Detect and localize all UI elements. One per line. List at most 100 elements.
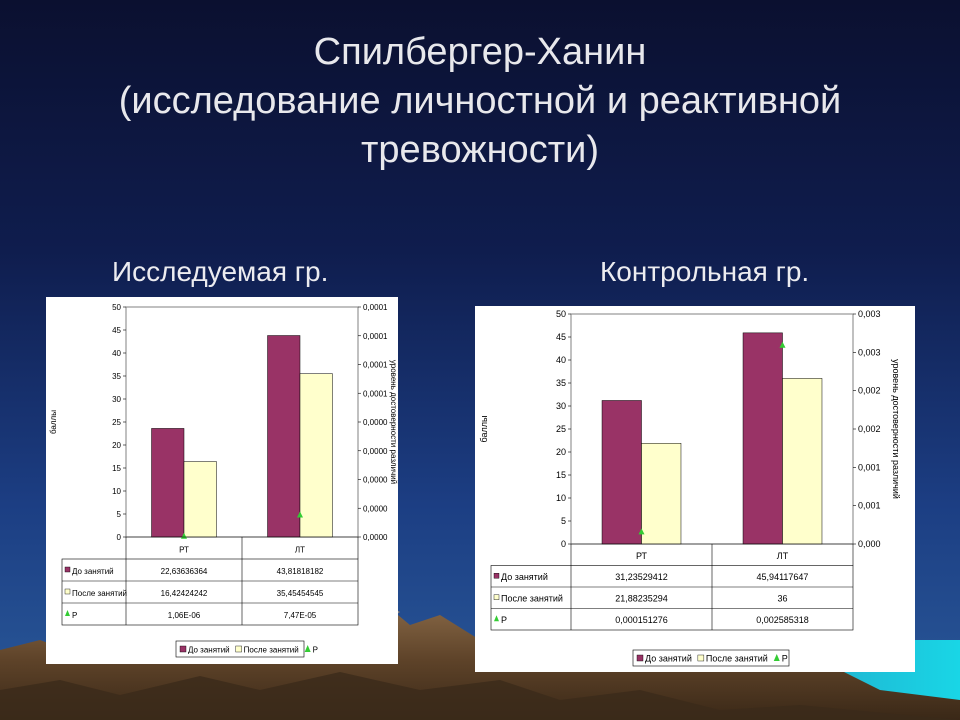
y-tick-label: 10: [112, 487, 121, 496]
table-cell: 1,06E-06: [168, 611, 201, 620]
p-marker: [297, 511, 303, 518]
y-tick-label: 50: [556, 309, 566, 319]
y-tick-label: 45: [112, 326, 121, 335]
y-tick-label: 25: [556, 424, 566, 434]
y-tick-label: 30: [112, 395, 121, 404]
table-row-label: После занятий: [72, 589, 127, 598]
table-cell: 0,000151276: [615, 615, 668, 625]
y2-tick-label: 0,0001: [363, 361, 388, 370]
y2-tick-label: 0,000: [858, 539, 881, 549]
table-row-label: До занятий: [72, 567, 114, 576]
y2-axis-label: уровень достоверности различий: [891, 359, 901, 499]
y2-tick-label: 0,002: [858, 424, 881, 434]
table-cell: 35,45454545: [277, 589, 324, 598]
legend-key: [493, 594, 500, 600]
subtitle-control-group: Контрольная гр.: [600, 256, 810, 287]
y-tick-label: 35: [556, 378, 566, 388]
legend-label: После занятий: [706, 654, 768, 664]
y2-tick-label: 0,0001: [363, 332, 388, 341]
y-tick-label: 10: [556, 493, 566, 503]
y-tick-label: 5: [117, 510, 122, 519]
p-marker: [638, 528, 645, 535]
table-row-label: P: [501, 615, 507, 625]
y-tick-label: 15: [112, 464, 121, 473]
y-tick-label: 25: [112, 418, 121, 427]
table-row-label: P: [72, 611, 77, 620]
x-category-label: ЛТ: [777, 551, 789, 561]
bar-after: [299, 373, 333, 538]
slide-title-line2: (исследование личностной и реактивной: [118, 80, 842, 122]
y2-tick-label: 0,0000: [363, 504, 388, 513]
legend-key: [64, 588, 71, 595]
y2-tick-label: 0,003: [858, 309, 881, 319]
data-table: [490, 565, 854, 631]
data-table: [61, 558, 359, 626]
legend-key: [64, 566, 71, 573]
y2-tick-label: 0,0000: [363, 447, 388, 456]
legend: [632, 649, 790, 667]
y-tick-label: 20: [556, 447, 566, 457]
legend-label: После занятий: [244, 646, 299, 655]
table-cell: 21,88235294: [615, 594, 668, 604]
y2-tick-label: 0,0001: [363, 303, 388, 312]
slide-title-line1: Спилбергер-Ханин: [313, 31, 647, 73]
bar-before: [267, 335, 301, 538]
table-cell: 22,63636364: [161, 567, 208, 576]
chart-study-group-svg: 0 5 10 15 20 25 30 35 40 45 50 0,0000 0,0000 0,0000 0,…: [49, 303, 398, 658]
table-cell: 0,002585318: [756, 615, 809, 625]
x-category-label: РТ: [179, 545, 189, 554]
y2-tick-label: 0,002: [858, 386, 881, 396]
subtitle-study-group: Исследуемая гр.: [112, 256, 329, 287]
x-category-label: РТ: [636, 551, 648, 561]
y-tick-label: 30: [556, 401, 566, 411]
y-tick-label: 50: [112, 303, 121, 312]
legend-key: [304, 645, 311, 652]
y-tick-label: 5: [561, 516, 566, 526]
legend-key: [235, 645, 242, 653]
y2-tick-label: 0,001: [858, 501, 881, 511]
legend-key: [179, 645, 187, 653]
legend-label: До занятий: [188, 646, 230, 655]
y2-tick-label: 0,003: [858, 347, 881, 357]
bar-after: [641, 443, 682, 545]
y-tick-label: 0: [117, 533, 122, 542]
bar-before: [151, 428, 185, 538]
y2-tick-label: 0,001: [858, 462, 881, 472]
y-tick-label: 20: [112, 441, 121, 450]
y2-tick-label: 0,0000: [363, 533, 388, 542]
y2-axis-label: уровень достоверности различий: [389, 360, 398, 484]
y-tick-label: 35: [112, 372, 121, 381]
bar-before: [742, 332, 783, 545]
chart-control-group-svg: 0 5 10 15 20 25 30 35 40 45 50 0,000 0,001 0,001 0,002…: [479, 309, 901, 667]
y2-tick-label: 0,0001: [363, 389, 388, 398]
table-cell: 43,81818182: [277, 567, 324, 576]
table-cell: 31,23529412: [615, 572, 668, 582]
legend-label: P: [782, 654, 788, 664]
y-tick-label: 40: [112, 349, 121, 358]
table-cell: 7,47E-05: [284, 611, 317, 620]
table-row-label: До занятий: [501, 572, 548, 582]
p-marker: [779, 341, 786, 348]
legend-label: До занятий: [645, 654, 692, 664]
slide-title-line3: тревожности): [361, 129, 599, 171]
x-category-label: ЛТ: [295, 545, 305, 554]
y-tick-label: 15: [556, 470, 566, 480]
y2-tick-label: 0,0000: [363, 418, 388, 427]
y-tick-label: 45: [556, 332, 566, 342]
chart-study-group: 0 5 10 15 20 25 30 35 40 45 50 0,0000 0,0000 0,0000 0,…: [46, 297, 398, 664]
y-tick-label: 0: [561, 539, 566, 549]
bar-after: [782, 378, 823, 545]
bar-after: [183, 461, 217, 538]
chart-control-group: 0 5 10 15 20 25 30 35 40 45 50 0,000 0,001 0,001 0,002…: [475, 306, 915, 672]
legend-key: [697, 654, 705, 662]
legend-key: [636, 654, 644, 662]
legend-key: [494, 615, 499, 622]
legend-label: P: [313, 646, 318, 655]
legend-key: [65, 610, 70, 616]
table-row-label: После занятий: [501, 594, 563, 604]
table-cell: 36: [777, 594, 787, 604]
table-cell: 45,94117647: [757, 572, 809, 582]
legend-key: [493, 573, 500, 579]
y-tick-label: 40: [556, 355, 566, 365]
table-cell: 16,42424242: [161, 589, 208, 598]
